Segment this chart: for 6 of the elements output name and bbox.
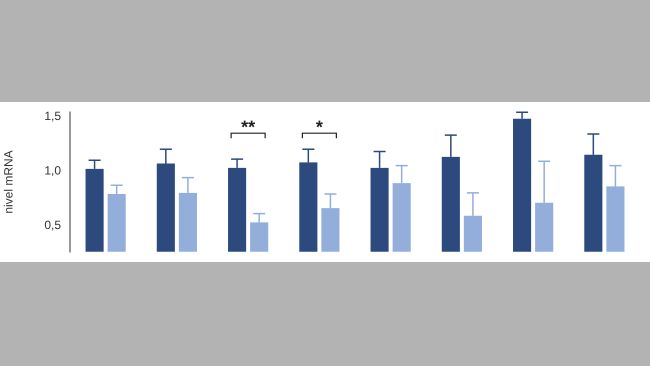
annotation: * [316,117,323,138]
y-tick-label: 1,0 [44,163,62,178]
annotation: ** [241,117,256,138]
y-tick-label: 0,5 [44,218,62,232]
y-tick-label: 1,5 [44,108,62,123]
y-axis-title: nivel mRNA [2,150,16,214]
